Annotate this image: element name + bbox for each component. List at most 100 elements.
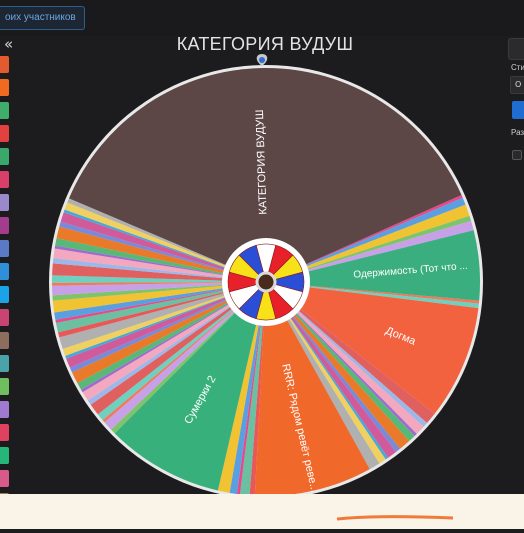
wheel-stripe-segment — [266, 282, 386, 464]
wheel-segment — [69, 68, 462, 283]
wheel-stripe-segment — [102, 282, 266, 423]
wheel-stripe-segment — [239, 282, 266, 496]
wheel-stripe-segment — [236, 282, 266, 495]
wheel-stripe-segment — [66, 282, 266, 368]
wheel-stripe-segment — [266, 282, 428, 427]
wheel-stripe-segment — [266, 194, 463, 282]
wheel-stripe-segment — [52, 282, 267, 313]
wheel-stripe-segment — [266, 282, 389, 460]
wheel-segment — [266, 282, 479, 414]
size-label: Раз — [511, 128, 524, 137]
wheel-segment-label: КАТЕГОРИЯ ВУДУШ — [254, 109, 270, 215]
participant-color-chip[interactable] — [0, 56, 9, 73]
wheel-stripe-segment — [56, 226, 267, 282]
wheel-stripe-segment — [266, 282, 380, 470]
wheel-stripe-segment — [52, 282, 266, 296]
wheel-stripe-segment — [229, 282, 266, 495]
wheel-stripe-segment — [53, 248, 266, 282]
wheel-stripe-segment — [72, 282, 266, 384]
wheel-stripe-segment — [266, 282, 480, 304]
wheel-center-dot — [255, 271, 277, 293]
wheel-stripe-segment — [52, 275, 267, 283]
wheel-stripe-segment — [97, 282, 266, 421]
wheel-segment — [254, 282, 370, 496]
wheel-stripe-segment — [69, 282, 266, 373]
wheel-stripe-segment — [59, 282, 267, 349]
wheel-segment — [266, 230, 480, 301]
wheel-stripe-segment — [63, 209, 266, 282]
wheel-stripe-segment — [55, 282, 266, 323]
wheel-stripe-segment — [65, 282, 266, 359]
participant-color-chip[interactable] — [0, 424, 9, 441]
wheel-stripe-segment — [266, 204, 470, 282]
participant-color-chip[interactable] — [0, 470, 9, 487]
participant-color-chip[interactable] — [0, 263, 9, 280]
participant-color-chip[interactable] — [0, 125, 9, 142]
wheel-stripe-segment — [266, 282, 417, 436]
wheel-stripe-segment — [77, 282, 266, 390]
participant-color-chip[interactable] — [0, 401, 9, 418]
wheel-stripe-segment — [104, 282, 266, 430]
participant-color-chip[interactable] — [0, 217, 9, 234]
wheel-stripe-segment — [111, 282, 266, 434]
participant-color-chip[interactable] — [0, 194, 9, 211]
style-label: Сти — [511, 63, 524, 72]
wheel-stripe-segment — [217, 282, 266, 493]
top-right-button[interactable] — [508, 38, 524, 60]
style-select[interactable]: О — [510, 76, 524, 94]
wheel-stripe-segment — [60, 212, 266, 282]
wheel-stripe-segment — [54, 245, 266, 282]
color-button[interactable] — [512, 101, 524, 119]
wheel-stripe-segment — [55, 238, 266, 282]
wheel-stripe-segment — [266, 282, 410, 449]
option-checkbox[interactable] — [512, 150, 522, 160]
participant-color-chip[interactable] — [0, 148, 9, 165]
wheel-stripe-segment — [81, 282, 266, 393]
wheel-stripe-segment — [52, 263, 267, 282]
wheel-stripe-segment — [266, 282, 479, 309]
wheel-stripe-segment — [64, 202, 266, 282]
participant-color-chip[interactable] — [0, 378, 9, 395]
participant-color-chip[interactable] — [0, 171, 9, 188]
wheel-segment — [114, 282, 267, 491]
participant-color-chip[interactable] — [0, 286, 9, 303]
hub-segment — [238, 244, 267, 284]
wheel-stripe-segment — [52, 282, 267, 301]
participants-sidebar — [0, 56, 10, 516]
wheel-stripe-segment — [266, 282, 396, 458]
wheel-stripe-segment — [55, 282, 267, 333]
wheel-stripe-segment — [52, 258, 267, 282]
wheel-stripe-segment — [54, 282, 267, 320]
wheel-stripe-segment — [249, 282, 266, 496]
wheel-stripe-segment — [266, 282, 401, 453]
wheel-stripe-segment — [62, 282, 267, 356]
wheel-stripe-segment — [266, 282, 424, 434]
pointer-dot-icon — [259, 57, 265, 63]
participant-color-chip[interactable] — [0, 240, 9, 257]
participants-button[interactable]: оих участников — [0, 6, 85, 30]
wheel-stripe-segment — [67, 198, 266, 282]
wheel-stripe-segment — [266, 282, 415, 442]
wheel-stripe-segment — [82, 282, 267, 401]
participant-color-chip[interactable] — [0, 309, 9, 326]
wheel-stripe-segment — [266, 220, 474, 282]
top-bar: оих участников — [0, 0, 524, 36]
participant-color-chip[interactable] — [0, 102, 9, 119]
wheel-stripe-segment — [266, 215, 472, 282]
participant-color-chip[interactable] — [0, 355, 9, 372]
wheel-stripe-segment — [52, 282, 266, 286]
participant-color-chip[interactable] — [0, 332, 9, 349]
participant-color-chip[interactable] — [0, 79, 9, 96]
wheel-stripe-segment — [266, 197, 466, 282]
wheel-stripe-segment — [87, 282, 266, 405]
wheel-stripe-segment — [90, 282, 266, 415]
participant-color-chip[interactable] — [0, 447, 9, 464]
collapse-sidebar-icon[interactable]: « — [4, 35, 14, 53]
wheel-stripe-segment — [266, 282, 435, 423]
bottom-strip — [0, 494, 524, 529]
scribble-mark — [336, 515, 454, 521]
wheel-title: КАТЕГОРИЯ ВУДУШ — [176, 34, 354, 54]
wheel-stripe-segment — [59, 221, 267, 282]
